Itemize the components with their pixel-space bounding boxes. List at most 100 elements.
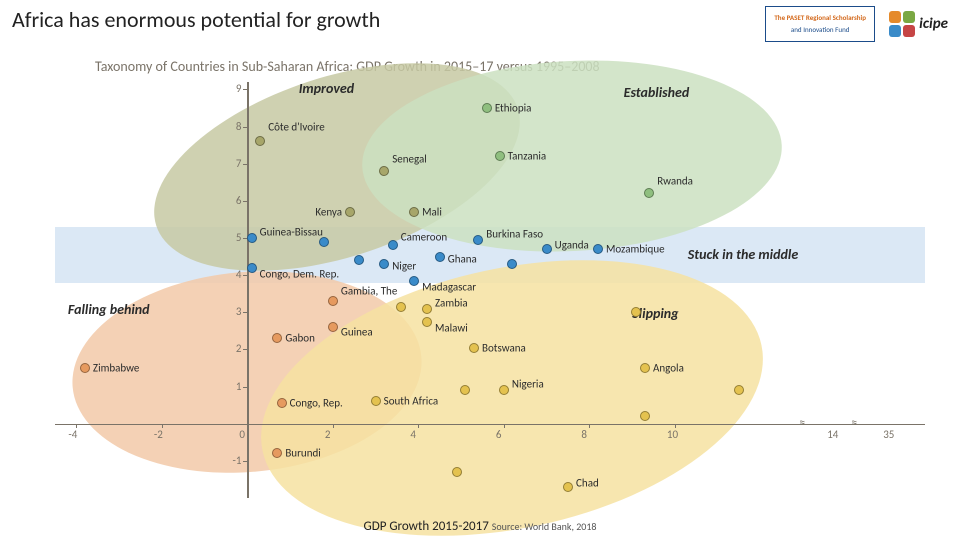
country-label: Ghana bbox=[448, 252, 477, 265]
country-label: Botswana bbox=[482, 341, 526, 354]
y-tick-mark bbox=[243, 461, 247, 462]
country-label: Mali bbox=[422, 206, 442, 219]
y-tick: 2 bbox=[236, 342, 242, 355]
country-label: Angola bbox=[653, 362, 684, 375]
data-point bbox=[272, 333, 282, 343]
country-label: Guinea-Bissau bbox=[260, 226, 323, 239]
x-tick-mark bbox=[162, 424, 163, 428]
x-tick: 35 bbox=[883, 428, 894, 441]
y-tick: 7 bbox=[236, 157, 242, 170]
paset-line1: The PASET Regional Scholarship bbox=[774, 14, 866, 22]
x-tick: 14 bbox=[827, 428, 838, 441]
x-tick: 6 bbox=[496, 428, 502, 441]
x-tick-mark bbox=[675, 424, 676, 428]
group-label: Improved bbox=[299, 80, 354, 97]
y-tick-mark bbox=[243, 312, 247, 313]
x-tick-mark bbox=[589, 424, 590, 428]
country-label: Côte d'Ivoire bbox=[268, 121, 325, 134]
data-point bbox=[354, 255, 364, 265]
y-tick-mark bbox=[243, 201, 247, 202]
data-point bbox=[422, 317, 432, 327]
x-tick-mark bbox=[418, 424, 419, 428]
data-point bbox=[379, 259, 389, 269]
country-label: Rwanda bbox=[657, 175, 693, 188]
data-point bbox=[482, 103, 492, 113]
data-point bbox=[593, 244, 603, 254]
x-tick-mark bbox=[333, 424, 334, 428]
plot-region: -1123456789-4-20246810≈14≈35ImprovedEsta… bbox=[55, 82, 925, 498]
x-axis bbox=[55, 424, 925, 425]
data-point bbox=[247, 263, 257, 273]
paset-logo: The PASET Regional Scholarship and Innov… bbox=[765, 6, 875, 42]
x-tick-mark bbox=[76, 424, 77, 428]
data-point bbox=[319, 237, 329, 247]
data-point bbox=[631, 307, 641, 317]
bottom-caption: GDP Growth 2015-2017 Source: World Bank,… bbox=[0, 519, 960, 534]
country-label: Senegal bbox=[392, 153, 427, 166]
country-label: Burundi bbox=[285, 447, 320, 460]
data-point bbox=[507, 259, 517, 269]
y-tick: 4 bbox=[236, 268, 242, 281]
data-point bbox=[640, 363, 650, 373]
data-point bbox=[328, 322, 338, 332]
country-label: Ethiopia bbox=[495, 102, 532, 115]
data-point bbox=[734, 385, 744, 395]
y-tick: 6 bbox=[236, 194, 242, 207]
caption-main: GDP Growth 2015-2017 bbox=[364, 519, 489, 534]
y-tick-mark bbox=[243, 164, 247, 165]
data-point bbox=[644, 188, 654, 198]
icipe-logo: icipe bbox=[889, 11, 948, 37]
x-tick: 4 bbox=[410, 428, 416, 441]
y-tick: 5 bbox=[236, 231, 242, 244]
group-label: Stuck in the middle bbox=[688, 246, 798, 263]
data-point bbox=[542, 244, 552, 254]
country-label: Zimbabwe bbox=[93, 362, 139, 375]
data-point bbox=[388, 240, 398, 250]
data-point bbox=[80, 363, 90, 373]
country-label: Mozambique bbox=[606, 243, 665, 256]
y-tick: 1 bbox=[236, 380, 242, 393]
group-label: Established bbox=[624, 84, 690, 101]
country-label: Malawi bbox=[435, 321, 468, 334]
data-point bbox=[422, 304, 432, 314]
y-tick-mark bbox=[243, 127, 247, 128]
country-label: Madagascar bbox=[422, 280, 476, 293]
data-point bbox=[371, 396, 381, 406]
country-label: Uganda bbox=[555, 239, 589, 252]
x-tick-mark bbox=[247, 424, 248, 428]
country-label: Niger bbox=[392, 260, 416, 273]
country-label: Gambia, The bbox=[341, 285, 397, 298]
data-point bbox=[495, 151, 505, 161]
country-label: Zambia bbox=[435, 296, 468, 309]
country-label: Gabon bbox=[285, 332, 315, 345]
data-point bbox=[409, 207, 419, 217]
y-tick: 8 bbox=[236, 120, 242, 133]
data-point bbox=[563, 482, 573, 492]
caption-source: Source: World Bank, 2018 bbox=[492, 520, 597, 533]
data-point bbox=[255, 136, 265, 146]
paset-line2: and Innovation Fund bbox=[791, 26, 850, 34]
country-label: South Africa bbox=[384, 395, 439, 408]
data-point bbox=[435, 252, 445, 262]
data-point bbox=[499, 385, 509, 395]
data-point bbox=[379, 166, 389, 176]
logo-strip: The PASET Regional Scholarship and Innov… bbox=[765, 6, 948, 42]
icipe-icon bbox=[889, 11, 915, 37]
data-point bbox=[396, 302, 406, 312]
country-label: Nigeria bbox=[512, 378, 544, 391]
y-tick-mark bbox=[243, 275, 247, 276]
data-point bbox=[345, 207, 355, 217]
data-point bbox=[272, 448, 282, 458]
country-label: Congo, Dem. Rep. bbox=[260, 267, 339, 280]
x-tick-mark bbox=[504, 424, 505, 428]
y-tick: -1 bbox=[232, 454, 241, 467]
country-label: Tanzania bbox=[508, 150, 547, 163]
x-tick: -4 bbox=[68, 428, 77, 441]
data-point bbox=[247, 233, 257, 243]
country-label: Cameroon bbox=[401, 231, 447, 244]
country-label: Chad bbox=[576, 476, 599, 489]
data-point bbox=[460, 385, 470, 395]
axis-break: ≈ bbox=[851, 416, 857, 430]
data-point bbox=[473, 235, 483, 245]
group-label: Falling behind bbox=[68, 301, 150, 318]
